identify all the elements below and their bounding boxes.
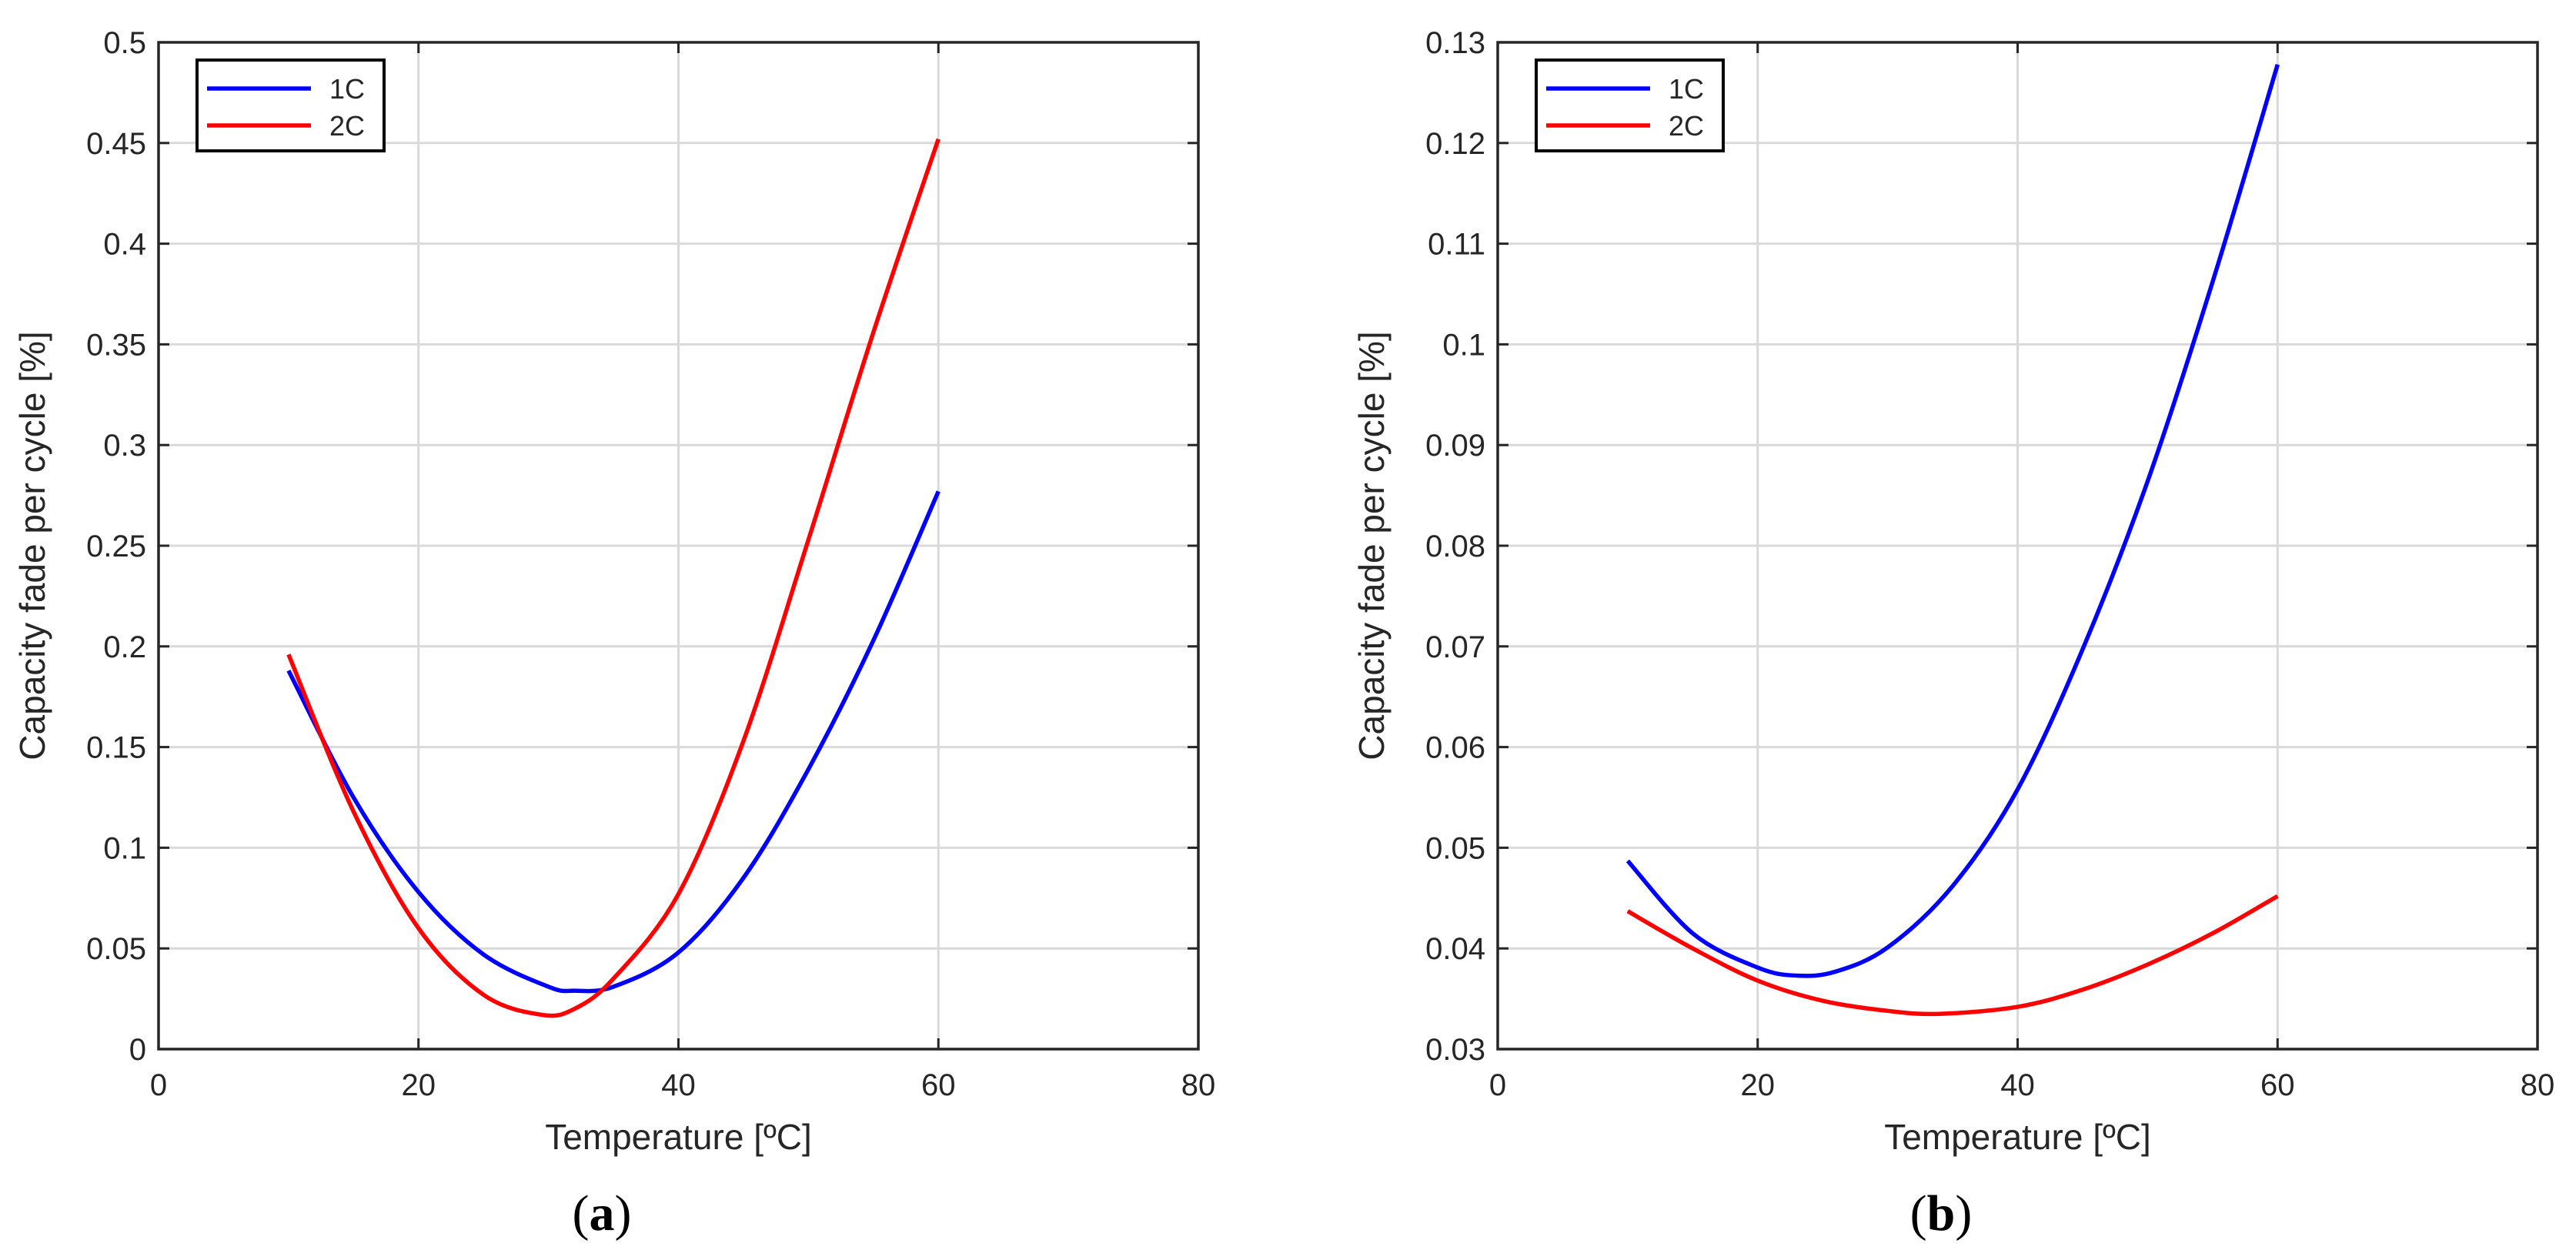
- panel-a-y-tick-label: 0.15: [86, 731, 146, 765]
- panel-a-y-tick-label: 0.3: [103, 429, 146, 463]
- panel-a-y-tick-label: 0.1: [103, 831, 146, 865]
- panel-b-x-tick-label: 40: [2000, 1068, 2035, 1102]
- panel-b-y-tick-label: 0.1: [1442, 328, 1485, 362]
- panel-b-legend-label-2C: 2C: [1669, 110, 1704, 142]
- panel-b-y-tick-label: 0.12: [1425, 127, 1485, 161]
- panel-a-y-axis-title: Capacity fade per cycle [%]: [12, 331, 52, 760]
- panel-b-label-close-paren: ): [1955, 1185, 1972, 1242]
- panel-a-label: (a): [573, 1185, 632, 1242]
- panel-a-x-tick-label: 80: [1181, 1068, 1216, 1102]
- panel-b-x-tick-label: 60: [2260, 1068, 2295, 1102]
- panel-b-x-tick-label: 80: [2521, 1068, 2555, 1102]
- panel-a-y-tick-label: 0.05: [86, 932, 146, 966]
- panel-a-x-axis-title: Temperature [ºC]: [545, 1117, 812, 1157]
- panel-a-y-tick-label: 0.4: [103, 228, 146, 262]
- panel-b-legend-box: [1535, 58, 1725, 152]
- panel-a-legend-label-2C: 2C: [329, 110, 365, 142]
- panel-b-series-2C-line: [1626, 894, 2279, 1017]
- panel-b-series-1C-line: [1625, 64, 2280, 978]
- panel-b-y-tick-label: 0.06: [1425, 731, 1485, 765]
- panel-a-x-tick-label: 0: [150, 1068, 167, 1102]
- panel-a-y-tick-label: 0.45: [86, 127, 146, 161]
- panel-b-y-tick-label: 0.08: [1425, 530, 1485, 563]
- panel-a-y-tick-label: 0.5: [103, 26, 146, 60]
- panel-b-y-axis-title: Capacity fade per cycle [%]: [1351, 331, 1392, 760]
- panel-a-label-close-paren: ): [615, 1185, 632, 1242]
- panel-b-x-tick-label: 20: [1741, 1068, 1776, 1102]
- panel-b-y-tick-label: 0.07: [1425, 630, 1485, 664]
- panel-a-y-tick-label: 0.25: [86, 530, 146, 563]
- panel-a-y-tick-label: 0: [129, 1033, 146, 1067]
- panel-b-label-open-paren: (: [1910, 1185, 1927, 1242]
- panel-b-y-tick-label: 0.04: [1425, 932, 1485, 966]
- panel-b-y-tick-label: 0.05: [1425, 831, 1485, 865]
- panel-b-y-tick-label: 0.13: [1425, 26, 1485, 60]
- panel-b-label: (b): [1910, 1185, 1973, 1242]
- panel-a: 0 20 40 60 80 0 0.05 0.1 0.15 0.2 0.25 0.3 0.35 0.4 0.…: [12, 26, 1215, 1242]
- panel-a-series-1C-line: [286, 490, 941, 994]
- panel-a-y-tick-label: 0.35: [86, 328, 146, 362]
- panel-b-y-tick-label: 0.11: [1428, 228, 1485, 262]
- panel-b-label-letter: b: [1927, 1185, 1956, 1242]
- panel-a-x-tick-label: 40: [661, 1068, 696, 1102]
- panel-b-y-tick-label: 0.03: [1425, 1033, 1485, 1067]
- panel-a-y-tick-label: 0.2: [103, 630, 146, 664]
- panel-a-legend-label-1C: 1C: [329, 73, 365, 105]
- panel-b-x-axis-title: Temperature [ºC]: [1884, 1117, 2151, 1157]
- panel-b: 0 20 40 60 80 0.03 0.04 0.05 0.06 0.07 0.08 0.09 0.1…: [1351, 26, 2554, 1242]
- panel-a-label-letter: a: [590, 1185, 615, 1242]
- panel-a-x-tick-label: 60: [921, 1068, 956, 1102]
- panel-a-label-open-paren: (: [573, 1185, 590, 1242]
- panel-b-legend-label-1C: 1C: [1669, 73, 1704, 105]
- panel-a-x-tick-label: 20: [402, 1068, 436, 1102]
- panel-a-legend-box: [195, 58, 386, 152]
- panel-a-series-2C-line: [286, 138, 941, 1018]
- panel-b-y-tick-label: 0.09: [1425, 429, 1485, 463]
- panel-b-x-tick-label: 0: [1489, 1068, 1506, 1102]
